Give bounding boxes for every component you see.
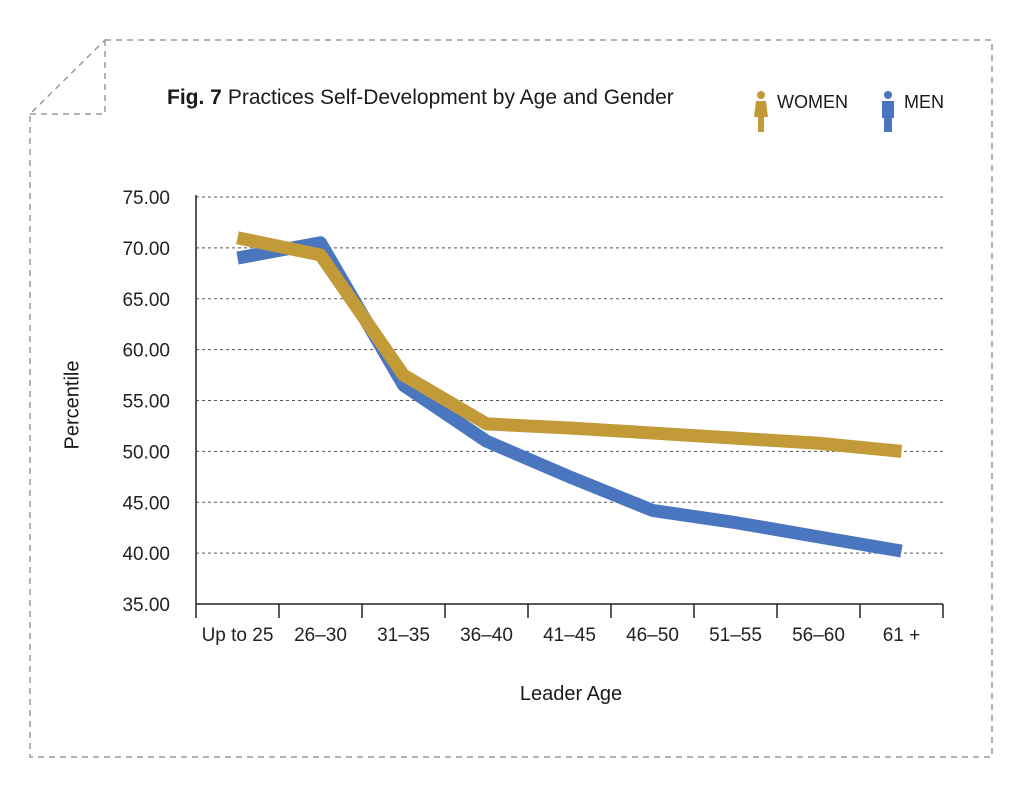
x-tick-label: 51–55	[709, 625, 762, 646]
y-tick-label: 75.00	[122, 188, 170, 209]
gridlines	[196, 196, 943, 554]
y-tick-label: 65.00	[122, 290, 170, 311]
y-tick-label: 60.00	[122, 341, 170, 362]
woman-icon	[754, 91, 768, 132]
dashed-frame	[29, 39, 993, 758]
figure-title-text: Practices Self-Development by Age and Ge…	[227, 86, 674, 109]
series-line-women	[236, 231, 903, 458]
folded-corner	[30, 40, 106, 115]
figure-number: Fig. 7	[167, 86, 222, 109]
legend-label-women: WOMEN	[777, 92, 848, 112]
y-tick-label: 40.00	[122, 544, 170, 565]
series-lines	[236, 231, 903, 558]
y-tick-label: 70.00	[122, 239, 170, 260]
x-tick-label: Up to 25	[202, 625, 274, 646]
y-tick-label: 35.00	[122, 595, 170, 616]
x-tick-label: 31–35	[377, 625, 430, 646]
y-axis-label: Percentile	[61, 360, 84, 450]
x-tick-label: 41–45	[543, 625, 596, 646]
x-axis-label: Leader Age	[519, 683, 623, 705]
figure-title: Fig. 7 Practices Self-Development by Age …	[167, 86, 674, 110]
tick-labels: 35.00 40.00 45.00 50.00 55.00 60.00 65.00 70.00…	[122, 188, 920, 646]
x-tick-label: 26–30	[294, 625, 347, 646]
x-tick-label: 61 +	[883, 625, 921, 646]
axes	[195, 195, 944, 618]
y-tick-label: 45.00	[122, 493, 170, 514]
legend-label-men: MEN	[904, 92, 944, 112]
x-tick-label: 46–50	[626, 625, 679, 646]
man-icon	[882, 91, 894, 132]
y-tick-label: 55.00	[122, 392, 170, 413]
x-tick-label: 36–40	[460, 625, 513, 646]
x-tick-label: 56–60	[792, 625, 845, 646]
y-tick-label: 50.00	[122, 442, 170, 463]
